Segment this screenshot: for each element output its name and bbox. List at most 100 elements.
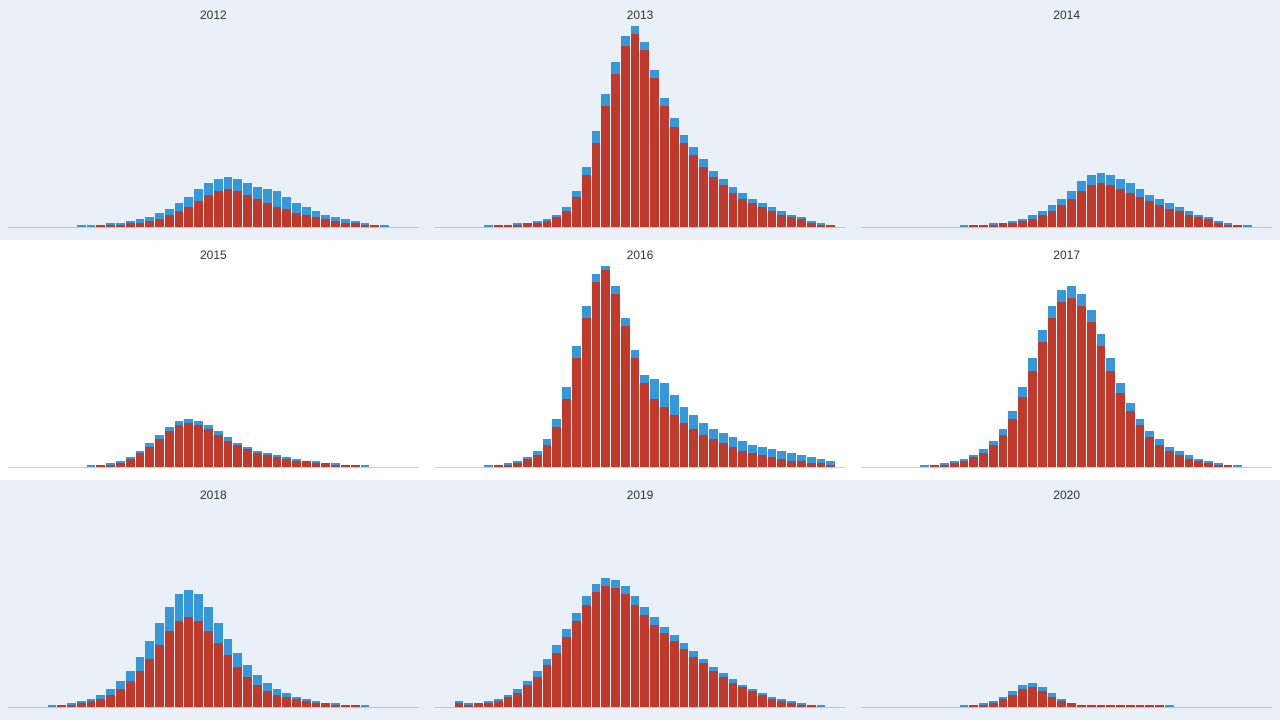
- bar: [302, 699, 311, 707]
- bar: [175, 421, 184, 467]
- bar: [1087, 705, 1096, 707]
- bar: [1204, 461, 1213, 467]
- bar: [331, 463, 340, 467]
- panel-title: 2013: [627, 8, 654, 22]
- bar: [1175, 451, 1184, 467]
- bar: [999, 223, 1008, 227]
- bar: [1126, 705, 1135, 707]
- panel-2017: 2017: [853, 240, 1280, 480]
- bar: [969, 705, 978, 707]
- panel-title: 2015: [200, 248, 227, 262]
- bar: [552, 645, 561, 707]
- bar: [1155, 199, 1164, 227]
- bar: [523, 681, 532, 707]
- bar: [729, 437, 738, 467]
- bar: [999, 697, 1008, 707]
- bar: [611, 62, 620, 227]
- panel-2015: 2015: [0, 240, 427, 480]
- bar: [592, 584, 601, 707]
- bar: [48, 705, 57, 707]
- bar: [1185, 455, 1194, 467]
- bar: [768, 697, 777, 707]
- bar: [1077, 294, 1086, 467]
- panel-2020: 2020: [853, 480, 1280, 720]
- bar: [1136, 419, 1145, 467]
- chart-area: [861, 266, 1272, 468]
- bar: [660, 98, 669, 227]
- bar: [106, 689, 115, 707]
- bar: [184, 590, 193, 707]
- bar: [920, 465, 929, 467]
- bar: [1165, 203, 1174, 227]
- bar: [543, 219, 552, 227]
- bar: [513, 689, 522, 707]
- bar: [165, 209, 174, 227]
- chart-area: [435, 266, 846, 468]
- bar: [1077, 705, 1086, 707]
- bar: [979, 225, 988, 227]
- bar: [1136, 705, 1145, 707]
- bar: [1067, 191, 1076, 227]
- bar: [1136, 189, 1145, 227]
- bar: [504, 463, 513, 467]
- bar: [513, 461, 522, 467]
- bar: [292, 697, 301, 707]
- bar: [709, 667, 718, 707]
- bar: [494, 465, 503, 467]
- bar: [204, 607, 213, 708]
- bar: [689, 415, 698, 467]
- bar: [582, 306, 591, 467]
- bar: [660, 383, 669, 467]
- bar: [1224, 465, 1233, 467]
- bar: [87, 699, 96, 707]
- bar: [817, 705, 826, 707]
- bar: [282, 693, 291, 707]
- panel-title: 2012: [200, 8, 227, 22]
- panel-2018: 2018: [0, 480, 427, 720]
- panel-2016: 2016: [427, 240, 854, 480]
- bar: [184, 197, 193, 227]
- bar: [817, 223, 826, 227]
- bar: [194, 421, 203, 467]
- bar: [155, 623, 164, 707]
- bar: [1204, 217, 1213, 227]
- panel-2014: 2014: [853, 0, 1280, 240]
- bar: [582, 596, 591, 707]
- bar: [562, 387, 571, 467]
- bar: [302, 461, 311, 467]
- bar: [312, 701, 321, 707]
- bar: [989, 223, 998, 227]
- bar: [1106, 705, 1115, 707]
- bar: [175, 203, 184, 227]
- bar: [1087, 175, 1096, 227]
- bar: [719, 433, 728, 467]
- bar: [777, 699, 786, 707]
- bar: [719, 179, 728, 227]
- chart-grid: 201220132014201520162017201820192020: [0, 0, 1280, 720]
- bar: [302, 207, 311, 227]
- bar: [1126, 403, 1135, 467]
- bar: [292, 203, 301, 227]
- bar: [116, 223, 125, 227]
- bar: [136, 451, 145, 467]
- bar: [1224, 223, 1233, 227]
- bar: [601, 266, 610, 467]
- bar: [729, 679, 738, 707]
- bar: [243, 665, 252, 707]
- bar: [960, 705, 969, 707]
- bar: [87, 225, 96, 227]
- bar: [77, 701, 86, 707]
- bar: [253, 187, 262, 227]
- bar: [680, 407, 689, 467]
- bar-group: [445, 266, 835, 467]
- bar: [214, 431, 223, 467]
- bar: [1126, 183, 1135, 227]
- bar: [214, 623, 223, 707]
- bar: [969, 225, 978, 227]
- bar: [1057, 199, 1066, 227]
- bar: [758, 447, 767, 467]
- bar: [194, 594, 203, 707]
- bar: [1155, 705, 1164, 707]
- bar: [1116, 179, 1125, 227]
- bar: [165, 427, 174, 467]
